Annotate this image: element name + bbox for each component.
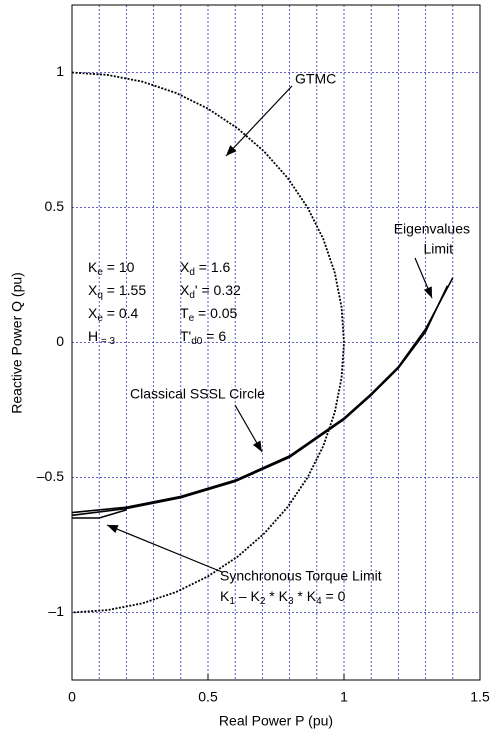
- text-part: = 0.05: [194, 305, 237, 321]
- subscript: 4: [316, 596, 322, 607]
- parameter: H = 3: [88, 328, 116, 347]
- subscript: d0: [191, 336, 203, 347]
- parameter: Xe = 0.4: [88, 305, 139, 324]
- text-part: T': [180, 328, 191, 344]
- text-part: * K: [265, 588, 288, 604]
- parameter: T'd0 = 6: [180, 328, 226, 347]
- annotation: GTMC: [295, 71, 336, 87]
- parameter: Te = 0.05: [180, 305, 238, 324]
- annotation: Classical SSSL Circle: [130, 386, 265, 402]
- text-part: K: [88, 259, 98, 275]
- curve: [72, 509, 127, 519]
- subscript: d: [189, 290, 195, 301]
- subscript: e: [97, 313, 103, 324]
- text-part: – K: [235, 588, 261, 604]
- parameter: Xd = 1.6: [180, 259, 231, 278]
- text-part: * K: [294, 588, 317, 604]
- y-tick-label: 0: [56, 333, 64, 349]
- text-part: ' = 0.32: [195, 282, 241, 298]
- annotation: Eigenvalues: [394, 221, 470, 237]
- annotation: Limit: [423, 241, 453, 257]
- text-part: X: [88, 282, 98, 298]
- grid: [72, 5, 480, 680]
- x-tick-label: 1.5: [470, 689, 490, 705]
- text-part: K: [220, 588, 230, 604]
- parameter: Xq = 1.55: [88, 282, 146, 301]
- arrows: [106, 85, 433, 573]
- text-part: T: [180, 305, 189, 321]
- parameter: Ke = 10: [88, 259, 135, 278]
- parameter: Xd' = 0.32: [180, 282, 241, 301]
- text-part: = 1.55: [103, 282, 146, 298]
- text-part: = 10: [103, 259, 135, 275]
- arrow: [414, 257, 433, 299]
- y-tick-label: –1: [48, 603, 64, 619]
- annotation: Synchronous Torque Limit: [220, 568, 382, 584]
- curve: [71, 71, 345, 614]
- subscript: q: [97, 290, 103, 301]
- text-part: X: [180, 259, 190, 275]
- curve: [71, 277, 454, 514]
- subscript: 3: [288, 596, 294, 607]
- text-part: = 1.6: [195, 259, 231, 275]
- equation: K1 – K2 * K3 * K4 = 0: [220, 588, 346, 607]
- arrow: [225, 85, 293, 157]
- text-part: = 0: [322, 588, 346, 604]
- y-axis-label: Reactive Power Q (pu): [9, 272, 25, 414]
- x-tick-label: 1: [340, 689, 348, 705]
- x-axis-label: Real Power P (pu): [219, 713, 333, 729]
- subscript: 2: [260, 596, 266, 607]
- x-tick-label: 0.5: [198, 689, 218, 705]
- subscript: 1: [229, 596, 235, 607]
- arrow: [234, 404, 263, 453]
- y-tick-label: 0.5: [45, 198, 65, 214]
- subscript: = 3: [98, 336, 115, 347]
- subscript: d: [189, 267, 195, 278]
- text-part: X: [88, 305, 98, 321]
- y-tick-label: 1: [56, 63, 64, 79]
- text-part: = 6: [202, 328, 226, 344]
- plot-frame: [71, 4, 481, 681]
- arrow: [106, 524, 223, 573]
- y-tick-label: –0.5: [37, 468, 64, 484]
- text-part: = 0.4: [103, 305, 139, 321]
- subscript: e: [97, 267, 103, 278]
- x-tick-label: 0: [68, 689, 76, 705]
- text-part: H: [88, 328, 98, 344]
- curve: [71, 285, 449, 517]
- subscript: e: [189, 313, 195, 324]
- text-part: X: [180, 282, 190, 298]
